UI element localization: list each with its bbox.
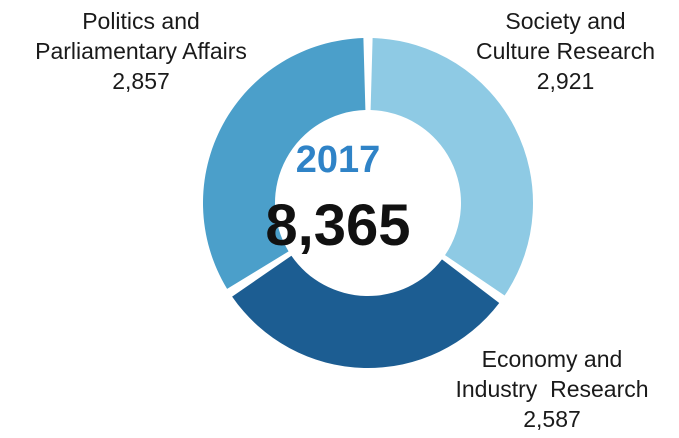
label-society-line2: Culture Research — [476, 38, 655, 64]
label-society: Society and Culture Research 2,921 — [452, 6, 679, 96]
label-society-line1: Society and — [505, 8, 626, 34]
center-total: 8,365 — [265, 193, 411, 258]
center-year: 2017 — [295, 139, 381, 181]
label-economy-line1: Economy and — [481, 346, 623, 372]
slice-politics — [202, 38, 366, 289]
label-politics-line2: Parliamentary Affairs — [35, 38, 247, 64]
label-politics: Politics and Parliamentary Affairs 2,857 — [0, 6, 282, 96]
slice-economy — [232, 255, 500, 369]
value-politics: 2,857 — [112, 68, 170, 94]
label-economy: Economy and Industry Research 2,587 — [425, 344, 679, 434]
value-economy: 2,587 — [523, 406, 581, 432]
label-politics-line1: Politics and — [82, 8, 200, 34]
label-economy-line2: Industry Research — [455, 376, 649, 402]
value-society: 2,921 — [536, 68, 595, 94]
slice-society — [370, 38, 533, 296]
